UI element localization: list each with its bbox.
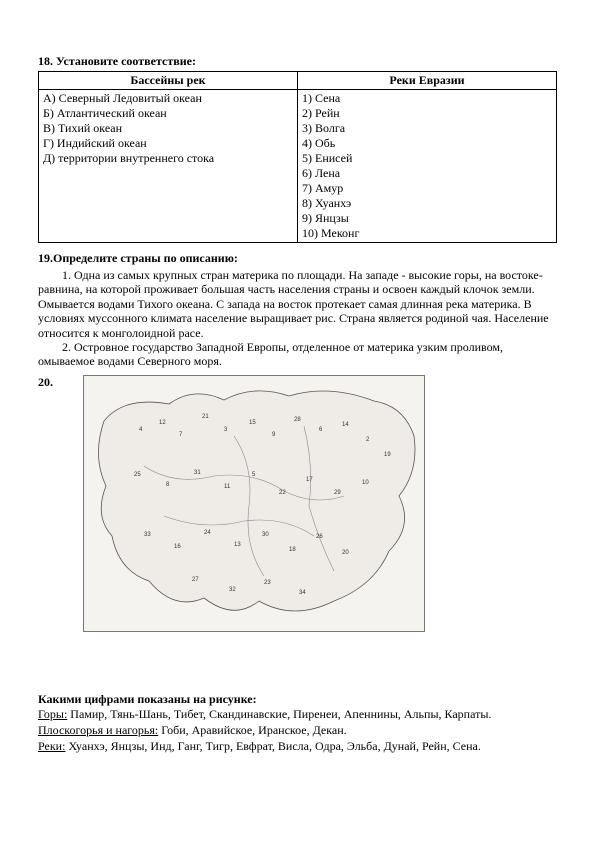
svg-text:25: 25 bbox=[134, 472, 141, 478]
svg-text:10: 10 bbox=[362, 480, 369, 486]
svg-text:19: 19 bbox=[384, 452, 391, 458]
basin-item: А) Северный Ледовитый океан bbox=[43, 91, 293, 106]
svg-text:12: 12 bbox=[159, 420, 166, 426]
svg-text:20: 20 bbox=[342, 550, 349, 556]
svg-text:32: 32 bbox=[229, 587, 236, 593]
task20-number: 20. bbox=[38, 375, 62, 390]
svg-text:29: 29 bbox=[334, 490, 341, 496]
svg-text:23: 23 bbox=[264, 580, 271, 586]
svg-text:13: 13 bbox=[234, 542, 241, 548]
basin-item: Б) Атлантический океан bbox=[43, 106, 293, 121]
river-item: 8) Хуанхэ bbox=[302, 196, 552, 211]
task19-title: Определите страны по описанию: bbox=[53, 251, 238, 265]
svg-text:27: 27 bbox=[192, 577, 199, 583]
legend-mountains-label: Горы: bbox=[38, 707, 67, 721]
task19-p1: 1. Одна из самых крупных стран материка … bbox=[38, 268, 557, 340]
river-item: 7) Амур bbox=[302, 181, 552, 196]
svg-text:28: 28 bbox=[294, 417, 301, 423]
legend-plateaus: Плоскогорья и нагорья: Гоби, Аравийское,… bbox=[38, 723, 557, 739]
match-table: Бассейны рек Реки Евразии А) Северный Ле… bbox=[38, 71, 557, 243]
legend-block: Какими цифрами показаны на рисунке: Горы… bbox=[38, 692, 557, 754]
svg-text:22: 22 bbox=[279, 490, 286, 496]
svg-text:14: 14 bbox=[342, 422, 349, 428]
basin-item: В) Тихий океан bbox=[43, 121, 293, 136]
svg-text:16: 16 bbox=[174, 544, 181, 550]
svg-text:33: 33 bbox=[144, 532, 151, 538]
svg-text:34: 34 bbox=[299, 590, 306, 596]
basin-item: Д) территории внутреннего стока bbox=[43, 151, 293, 166]
svg-text:17: 17 bbox=[306, 477, 313, 483]
svg-text:11: 11 bbox=[224, 484, 231, 490]
map-svg: 4127 21315 9286 14219 25831 11522 172910… bbox=[84, 376, 424, 631]
rivers-cell: 1) Сена 2) Рейн 3) Волга 4) Обь 5) Енисе… bbox=[298, 90, 557, 243]
task19-number: 19. bbox=[38, 251, 53, 265]
svg-text:30: 30 bbox=[262, 532, 269, 538]
task18-title: Установите соответствие: bbox=[56, 54, 196, 68]
eurasia-map: 4127 21315 9286 14219 25831 11522 172910… bbox=[83, 375, 425, 632]
river-item: 1) Сена bbox=[302, 91, 552, 106]
river-item: 3) Волга bbox=[302, 121, 552, 136]
river-item: 2) Рейн bbox=[302, 106, 552, 121]
task19-heading: 19.Определите страны по описанию: bbox=[38, 251, 557, 266]
svg-text:26: 26 bbox=[316, 534, 323, 540]
legend-mountains-text: Памир, Тянь-Шань, Тибет, Скандинавские, … bbox=[67, 707, 491, 721]
legend-heading: Какими цифрами показаны на рисунке: bbox=[38, 692, 557, 708]
task19-body: 1. Одна из самых крупных стран материка … bbox=[38, 268, 557, 369]
river-item: 9) Янцзы bbox=[302, 211, 552, 226]
svg-text:24: 24 bbox=[204, 530, 211, 536]
legend-rivers-text: Хуанхэ, Янцзы, Инд, Ганг, Тигр, Евфрат, … bbox=[65, 739, 480, 753]
legend-mountains: Горы: Памир, Тянь-Шань, Тибет, Скандинав… bbox=[38, 707, 557, 723]
legend-plateaus-text: Гоби, Аравийское, Иранское, Декан. bbox=[158, 723, 346, 737]
svg-text:21: 21 bbox=[202, 414, 209, 420]
task19-p2: 2. Островное государство Западной Европы… bbox=[38, 340, 557, 369]
legend-plateaus-label: Плоскогорья и нагорья: bbox=[38, 723, 158, 737]
legend-rivers-label: Реки: bbox=[38, 739, 65, 753]
river-item: 4) Обь bbox=[302, 136, 552, 151]
legend-rivers: Реки: Хуанхэ, Янцзы, Инд, Ганг, Тигр, Ев… bbox=[38, 739, 557, 755]
col-header-basins: Бассейны рек bbox=[39, 72, 298, 90]
task18-heading: 18. Установите соответствие: bbox=[38, 54, 557, 69]
river-item: 5) Енисей bbox=[302, 151, 552, 166]
svg-text:15: 15 bbox=[249, 420, 256, 426]
svg-text:31: 31 bbox=[194, 470, 201, 476]
basins-cell: А) Северный Ледовитый океан Б) Атлантиче… bbox=[39, 90, 298, 243]
svg-text:18: 18 bbox=[289, 547, 296, 553]
task18-number: 18. bbox=[38, 54, 53, 68]
col-header-rivers: Реки Евразии bbox=[298, 72, 557, 90]
basin-item: Г) Индийский океан bbox=[43, 136, 293, 151]
task20-block: 20. 4127 21315 9286 14219 25831 11522 17… bbox=[38, 375, 557, 636]
river-item: 10) Меконг bbox=[302, 226, 552, 241]
river-item: 6) Лена bbox=[302, 166, 552, 181]
